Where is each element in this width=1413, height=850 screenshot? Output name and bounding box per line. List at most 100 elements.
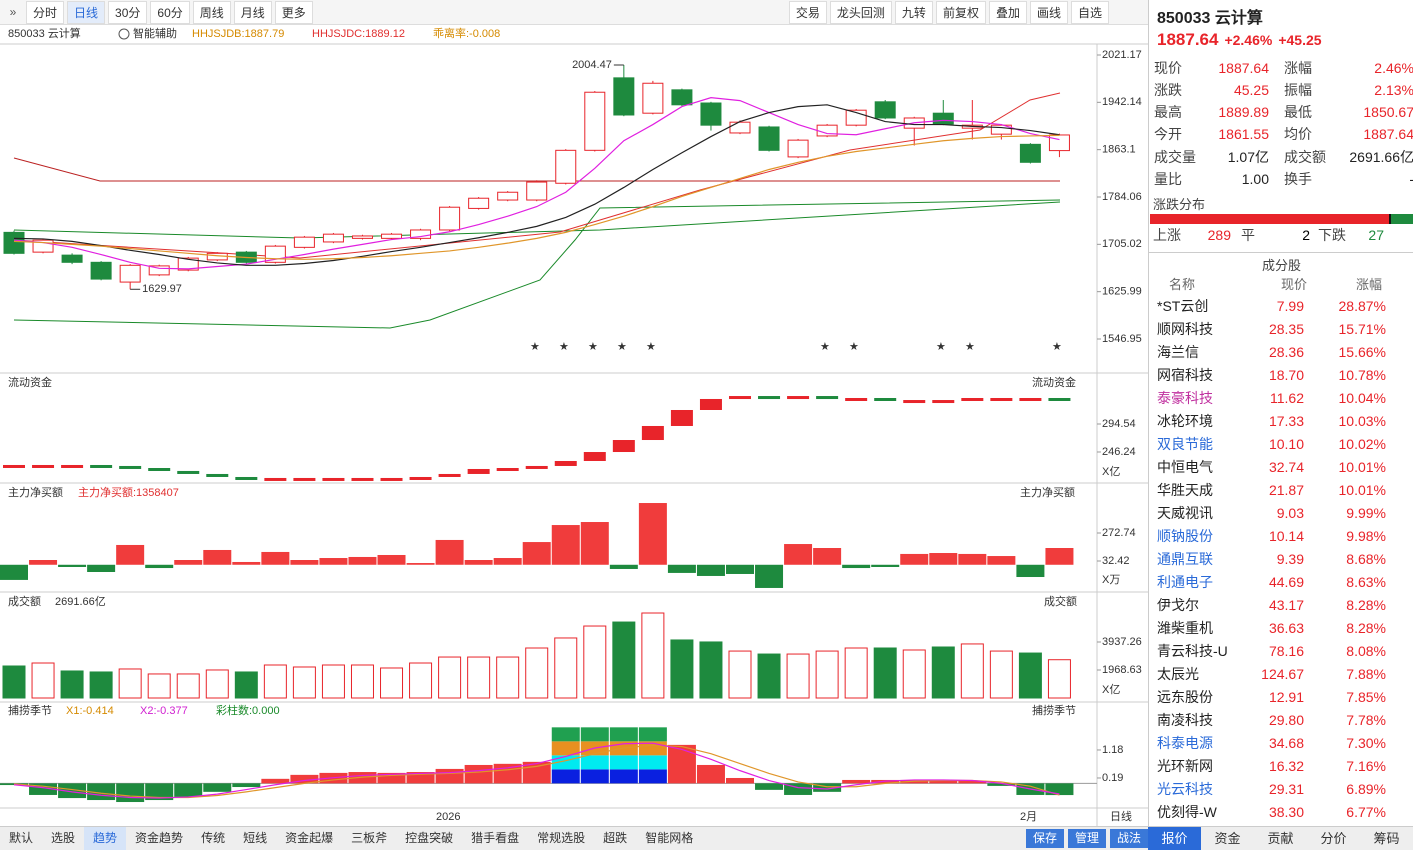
stock-row[interactable]: 双良节能 10.10 10.02%	[1149, 433, 1413, 455]
netbuy-bar	[290, 559, 319, 565]
stock-row[interactable]: 中恒电气 32.74 10.01%	[1149, 456, 1413, 478]
tool-button[interactable]: 龙头回测	[829, 0, 892, 24]
multicolor-bar	[609, 727, 638, 784]
value: 1.07亿	[1227, 149, 1269, 165]
stock-row[interactable]: 光云科技 29.31 6.89%	[1149, 778, 1413, 800]
stock-row[interactable]: 冰轮环境 17.33 10.03%	[1149, 410, 1413, 432]
stock-row[interactable]: 科泰电源 34.68 7.30%	[1149, 732, 1413, 754]
price: 1887.64	[1157, 30, 1219, 49]
tab[interactable]: 资金起爆	[285, 831, 334, 845]
flow-bar	[903, 400, 926, 404]
bar-band	[638, 727, 667, 742]
stock-row[interactable]: *ST云创 7.99 28.87%	[1149, 295, 1413, 317]
channel-lines	[13, 92, 1061, 329]
tab[interactable]: 分价	[1320, 831, 1347, 846]
period-button[interactable]: 60分	[150, 0, 190, 24]
candle-body	[177, 257, 199, 271]
y-tick-label: 32.42	[1102, 555, 1130, 567]
tool-button[interactable]: 自选	[1070, 0, 1109, 24]
stock-name: 太辰光	[1157, 666, 1199, 682]
period-button[interactable]: 周线	[192, 0, 231, 24]
tab[interactable]: 筹码	[1373, 831, 1400, 846]
stock-price: 18.70	[1268, 367, 1304, 383]
tab[interactable]: 贡献	[1267, 831, 1294, 846]
stock-row[interactable]: 利通电子 44.69 8.63%	[1149, 571, 1413, 593]
stock-price: 9.39	[1276, 551, 1304, 567]
tool-button[interactable]: 前复权	[935, 0, 986, 24]
collapse-icon[interactable]: »	[9, 5, 17, 19]
stock-price: 28.35	[1268, 321, 1304, 337]
stock-name: 光环新网	[1157, 758, 1213, 774]
flow-bar	[990, 397, 1013, 401]
action-button[interactable]: 保存	[1025, 829, 1064, 848]
indicator: HHJSJDC:1889.12	[312, 28, 405, 40]
turnover-bar	[147, 673, 171, 699]
stock-row[interactable]: 网宿科技 18.70 10.78%	[1149, 364, 1413, 386]
stock-row[interactable]: 泰豪科技 11.62 10.04%	[1149, 387, 1413, 409]
svg-text:★: ★	[936, 341, 946, 353]
tab[interactable]: 报价	[1148, 827, 1201, 850]
stock-row[interactable]: 天威视讯 9.03 9.99%	[1149, 502, 1413, 524]
tool-button[interactable]: 叠加	[988, 0, 1027, 24]
stock-row[interactable]: 伊戈尔 43.17 8.28%	[1149, 594, 1413, 616]
candle-body	[410, 229, 432, 239]
period-button[interactable]: 更多	[274, 0, 313, 24]
stock-row[interactable]: 通鼎互联 9.39 8.68%	[1149, 548, 1413, 570]
tab[interactable]: 常规选股	[537, 831, 586, 845]
period-button[interactable]: 30分	[108, 0, 148, 24]
value: 1887.64	[1363, 126, 1413, 142]
stock-price: 29.31	[1268, 781, 1304, 797]
label: 成交量	[1154, 149, 1196, 165]
stock-row[interactable]: 太辰光 124.67 7.88%	[1149, 663, 1413, 685]
tab[interactable]: 控盘突破	[405, 831, 454, 845]
tool-button[interactable]: 九转	[894, 0, 933, 24]
stock-price: 34.68	[1268, 735, 1304, 751]
tool-button[interactable]: 画线	[1029, 0, 1068, 24]
turnover-bar	[234, 671, 258, 699]
tab[interactable]: 默认	[9, 831, 34, 845]
panel-title: 主力净买额	[8, 485, 63, 499]
tab[interactable]: 选股	[51, 831, 76, 845]
tab[interactable]: 超跌	[603, 831, 628, 845]
panel-label: 彩柱数:0.000	[216, 703, 280, 717]
stock-price: 78.16	[1268, 643, 1304, 659]
stock-row[interactable]: 优刻得-W 38.30 6.77%	[1149, 801, 1413, 823]
panel-title: 主力净买额	[1020, 485, 1075, 499]
period-button[interactable]: 日线	[67, 0, 106, 24]
tab[interactable]: 资金趋势	[135, 831, 184, 845]
stock-row[interactable]: 顺钠股份 10.14 9.98%	[1149, 525, 1413, 547]
stock-row[interactable]: 光环新网 16.32 7.16%	[1149, 755, 1413, 777]
label: 上涨	[1153, 227, 1181, 243]
stock-row[interactable]: 顺网科技 28.35 15.71%	[1149, 318, 1413, 340]
stock-row[interactable]: 华胜天成 21.87 10.01%	[1149, 479, 1413, 501]
tab[interactable]: 猎手看盘	[471, 831, 520, 845]
netbuy-bar	[813, 547, 842, 565]
stock-row[interactable]: 青云科技-U 78.16 8.08%	[1149, 640, 1413, 662]
tab[interactable]: 智能网格	[645, 831, 694, 845]
flow-bar	[235, 476, 258, 480]
tab[interactable]: 传统	[201, 831, 226, 845]
quote-row: 涨跌 45.25 振幅 2.13%	[1149, 79, 1413, 101]
stock-price: 32.74	[1268, 459, 1304, 475]
stock-row[interactable]: 潍柴重机 36.63 8.28%	[1149, 617, 1413, 639]
tool-button[interactable]: 交易	[788, 0, 827, 24]
period-button[interactable]: 月线	[233, 0, 272, 24]
tab[interactable]: 短线	[243, 831, 268, 845]
tab[interactable]: 三板斧	[351, 831, 388, 845]
candle-body	[90, 261, 112, 280]
period-buttons: 分时 日线 30分 60分 周线 月线 更多	[26, 0, 316, 24]
candle-body	[497, 191, 519, 201]
tab[interactable]: 趋势	[84, 827, 127, 850]
action-button[interactable]: 战法	[1109, 829, 1148, 848]
action-button[interactable]: 管理	[1067, 829, 1106, 848]
period-button[interactable]: 分时	[26, 0, 65, 24]
line	[13, 97, 1060, 270]
stock-row[interactable]: 海兰信 28.36 15.66%	[1149, 341, 1413, 363]
stock-name: 天威视讯	[1157, 505, 1213, 521]
netbuy-bar	[377, 554, 406, 565]
stock-row[interactable]: 远东股份 12.91 7.85%	[1149, 686, 1413, 708]
tab[interactable]: 资金	[1214, 831, 1241, 846]
stock-price: 12.91	[1268, 689, 1304, 705]
stock-row[interactable]: 南凌科技 29.80 7.78%	[1149, 709, 1413, 731]
turnover-bar	[60, 670, 84, 699]
